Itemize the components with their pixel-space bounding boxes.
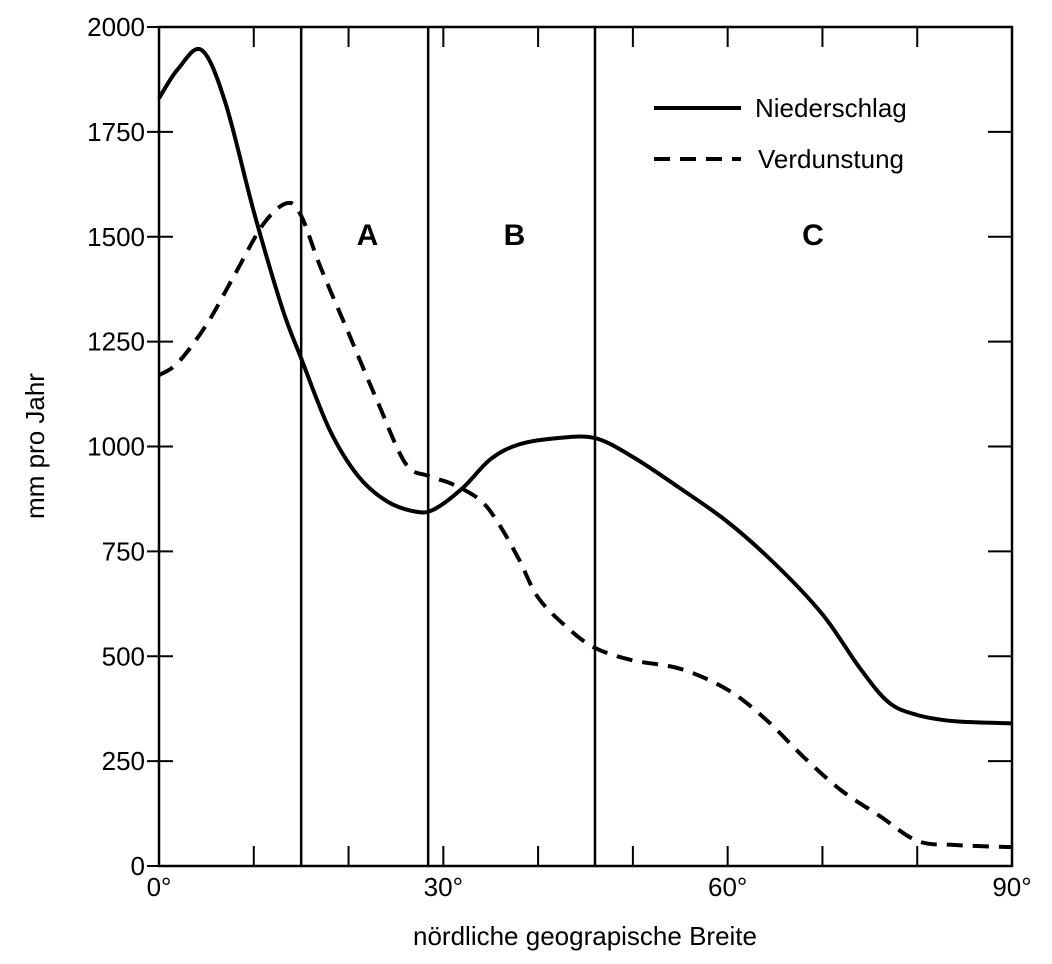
y-tick-label: 500 [102, 641, 145, 671]
x-tick-label: 60° [708, 872, 747, 902]
x-tick-label: 90° [992, 872, 1031, 902]
y-axis-tick-labels: 0 250 500 750 1000 1250 1500 1750 2000 [87, 12, 145, 881]
x-tick-label: 0° [147, 872, 172, 902]
y-tick-label: 1250 [87, 327, 145, 357]
y-tick-label: 250 [102, 746, 145, 776]
legend-label-niederschlag: Niederschlag [755, 93, 907, 123]
data-series [157, 47, 1013, 850]
legend: Niederschlag Verdunstung [654, 93, 907, 174]
legend-label-verdunstung: Verdunstung [758, 144, 904, 174]
y-tick-label: 1500 [87, 222, 145, 252]
series-line-niederschlag [157, 47, 1013, 726]
series-line-verdunstung [157, 200, 1013, 850]
legend-item-verdunstung: Verdunstung [654, 144, 904, 174]
x-axis-ticks [158, 27, 1013, 866]
region-label-a: A [357, 219, 379, 252]
y-axis-title: mm pro Jahr [20, 373, 50, 519]
y-tick-label: 1750 [87, 117, 145, 147]
region-labels: A B C [357, 219, 824, 252]
region-label-c: C [802, 219, 824, 252]
x-axis-tick-labels: 0° 30° 60° 90° [147, 872, 1032, 902]
region-label-b: B [504, 219, 526, 252]
y-tick-label: 750 [102, 536, 145, 566]
zone-divider-lines [299, 27, 597, 866]
y-tick-label: 2000 [87, 12, 145, 42]
y-tick-label: 1000 [87, 432, 145, 462]
x-axis-title: nördliche geograpische Breite [413, 921, 757, 951]
legend-item-niederschlag: Niederschlag [654, 93, 907, 123]
x-tick-label: 30° [424, 872, 463, 902]
y-tick-label: 0 [131, 851, 145, 881]
y-axis-ticks [147, 26, 1012, 867]
